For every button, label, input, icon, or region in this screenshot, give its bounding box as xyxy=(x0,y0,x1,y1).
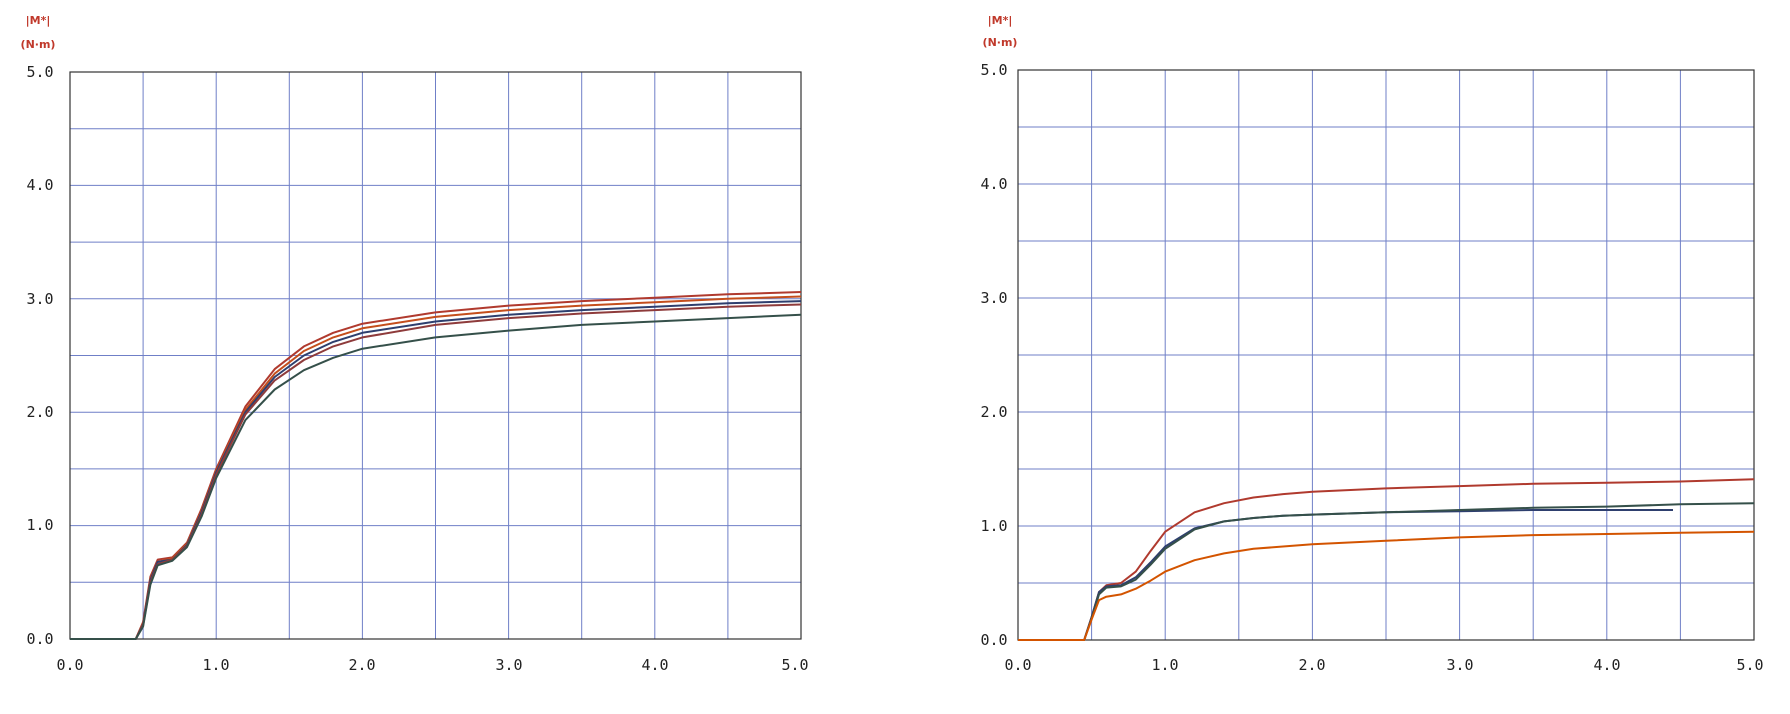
y-tick-label: 5.0 xyxy=(26,63,53,81)
x-tick-label: 4.0 xyxy=(1593,656,1620,674)
y-tick-label: 4.0 xyxy=(980,175,1007,193)
x-tick-label: 3.0 xyxy=(1446,656,1473,674)
x-tick-label: 5.0 xyxy=(1736,656,1763,674)
plot-frame xyxy=(1017,69,1755,641)
series-line-2 xyxy=(1018,509,1673,641)
y-ticks: 0.0 1.0 2.0 3.0 4.0 5.0 xyxy=(26,63,53,648)
series-group xyxy=(70,291,802,640)
y-tick-label: 1.0 xyxy=(980,517,1007,535)
x-tick-label: 2.0 xyxy=(1298,656,1325,674)
x-tick-label: 3.0 xyxy=(495,656,522,674)
y-tick-label: 1.0 xyxy=(26,516,53,534)
y-tick-label: 3.0 xyxy=(980,289,1007,307)
y-tick-label: 2.0 xyxy=(980,403,1007,421)
chart-left: |M*| (N·m) 0.0 1.0 2.0 3.0 4.0 5.0 0.0 1… xyxy=(21,14,809,674)
x-tick-label: 1.0 xyxy=(1151,656,1178,674)
chart-right: |M*| (N·m) 0.0 1.0 2.0 3.0 4.0 5.0 0.0 1… xyxy=(980,14,1763,674)
y-tick-label: 3.0 xyxy=(26,290,53,308)
grid xyxy=(1018,70,1754,640)
y-axis-label-line1: |M*| xyxy=(26,14,51,27)
series-line-3 xyxy=(1018,502,1755,641)
series-group xyxy=(1018,478,1755,641)
x-tick-label: 2.0 xyxy=(348,656,375,674)
series-line-4 xyxy=(1018,530,1755,641)
x-tick-label: 0.0 xyxy=(56,656,83,674)
y-axis-label-line2: (N·m) xyxy=(983,36,1018,49)
y-tick-label: 0.0 xyxy=(980,631,1007,649)
x-ticks: 0.0 1.0 2.0 3.0 4.0 5.0 xyxy=(1004,656,1763,674)
y-axis-label-line2: (N·m) xyxy=(21,38,56,51)
x-tick-label: 1.0 xyxy=(202,656,229,674)
y-tick-label: 0.0 xyxy=(26,630,53,648)
y-ticks: 0.0 1.0 2.0 3.0 4.0 5.0 xyxy=(980,61,1007,649)
x-ticks: 0.0 1.0 2.0 3.0 4.0 5.0 xyxy=(56,656,808,674)
grid xyxy=(70,72,801,639)
y-axis-label-line1: |M*| xyxy=(988,14,1013,27)
x-tick-label: 4.0 xyxy=(641,656,668,674)
y-tick-label: 4.0 xyxy=(26,176,53,194)
series-line-5 xyxy=(70,313,802,640)
x-tick-label: 5.0 xyxy=(781,656,808,674)
y-tick-label: 2.0 xyxy=(26,403,53,421)
y-tick-label: 5.0 xyxy=(980,61,1007,79)
plot-frame xyxy=(69,71,802,640)
x-tick-label: 0.0 xyxy=(1004,656,1031,674)
